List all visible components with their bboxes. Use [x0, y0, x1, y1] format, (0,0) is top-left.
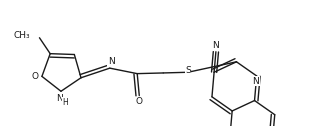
Text: CH₃: CH₃	[14, 31, 31, 40]
Text: O: O	[136, 97, 143, 106]
Text: N: N	[212, 41, 218, 50]
Text: N: N	[253, 77, 259, 86]
Text: N: N	[56, 94, 63, 103]
Text: O: O	[32, 72, 38, 81]
Text: N: N	[108, 58, 114, 67]
Text: H: H	[62, 98, 68, 107]
Text: S: S	[185, 66, 191, 75]
